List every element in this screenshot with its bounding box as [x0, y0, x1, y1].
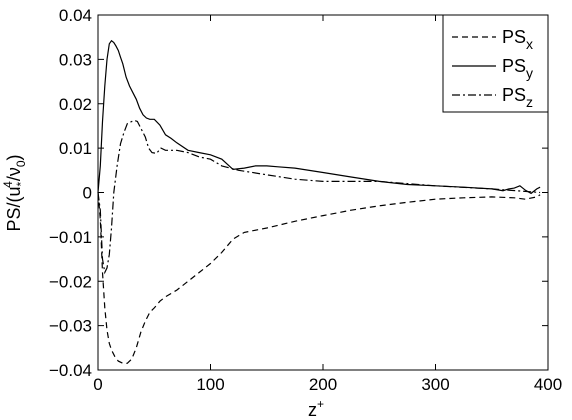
series-lines: [97, 39, 541, 364]
series-line-ps-z: [97, 119, 541, 275]
x-axis-title-main: z: [308, 400, 317, 420]
legend-box: [442, 14, 549, 113]
y-axis-title-paren: ): [4, 154, 24, 160]
legend-label: PSz: [502, 85, 533, 110]
y-tick-label: 0.03: [59, 50, 92, 69]
x-tick-label: 300: [421, 375, 449, 394]
y-tick-label: −0.04: [49, 361, 92, 380]
y-tick-label: 0.01: [59, 139, 92, 158]
series-line-ps-x: [97, 192, 541, 364]
legend-label-sub: x: [526, 36, 533, 52]
y-axis-title: PS/(u*4/ν0): [1, 154, 28, 231]
y-tick-label: 0.02: [59, 95, 92, 114]
legend-label-main: PS: [502, 85, 526, 105]
y-tick-label: −0.02: [49, 272, 92, 291]
legend-label-sub: z: [526, 94, 533, 110]
y-axis-title-sup-4: 4: [1, 181, 15, 188]
y-axis-title-sub-0: 0: [14, 160, 28, 167]
y-tick-label: −0.03: [49, 317, 92, 336]
y-tick-label: 0: [83, 184, 92, 203]
legend-label-sub: y: [526, 65, 533, 81]
x-axis-title: z+: [308, 397, 324, 420]
x-tick-label: 400: [534, 375, 562, 394]
legend-label: PSy: [502, 56, 533, 81]
x-tick-label: 100: [196, 375, 224, 394]
x-tick-label: 0: [93, 375, 102, 394]
y-axis-title-sub-star: *: [14, 182, 28, 187]
tick-labels: 0 100 200 300 400 −0.04 −0.03 −0.02 −0.01 0 0.01 0.…: [49, 6, 562, 394]
legend-label: PSx: [502, 27, 533, 52]
x-axis-title-sup: +: [317, 397, 324, 411]
legend-label-main: PS: [502, 27, 526, 47]
y-tick-label: 0.04: [59, 6, 92, 25]
y-tick-label: −0.01: [49, 228, 92, 247]
legend-label-main: PS: [502, 56, 526, 76]
x-tick-label: 200: [309, 375, 337, 394]
y-axis-title-slash: /ν: [4, 167, 24, 181]
